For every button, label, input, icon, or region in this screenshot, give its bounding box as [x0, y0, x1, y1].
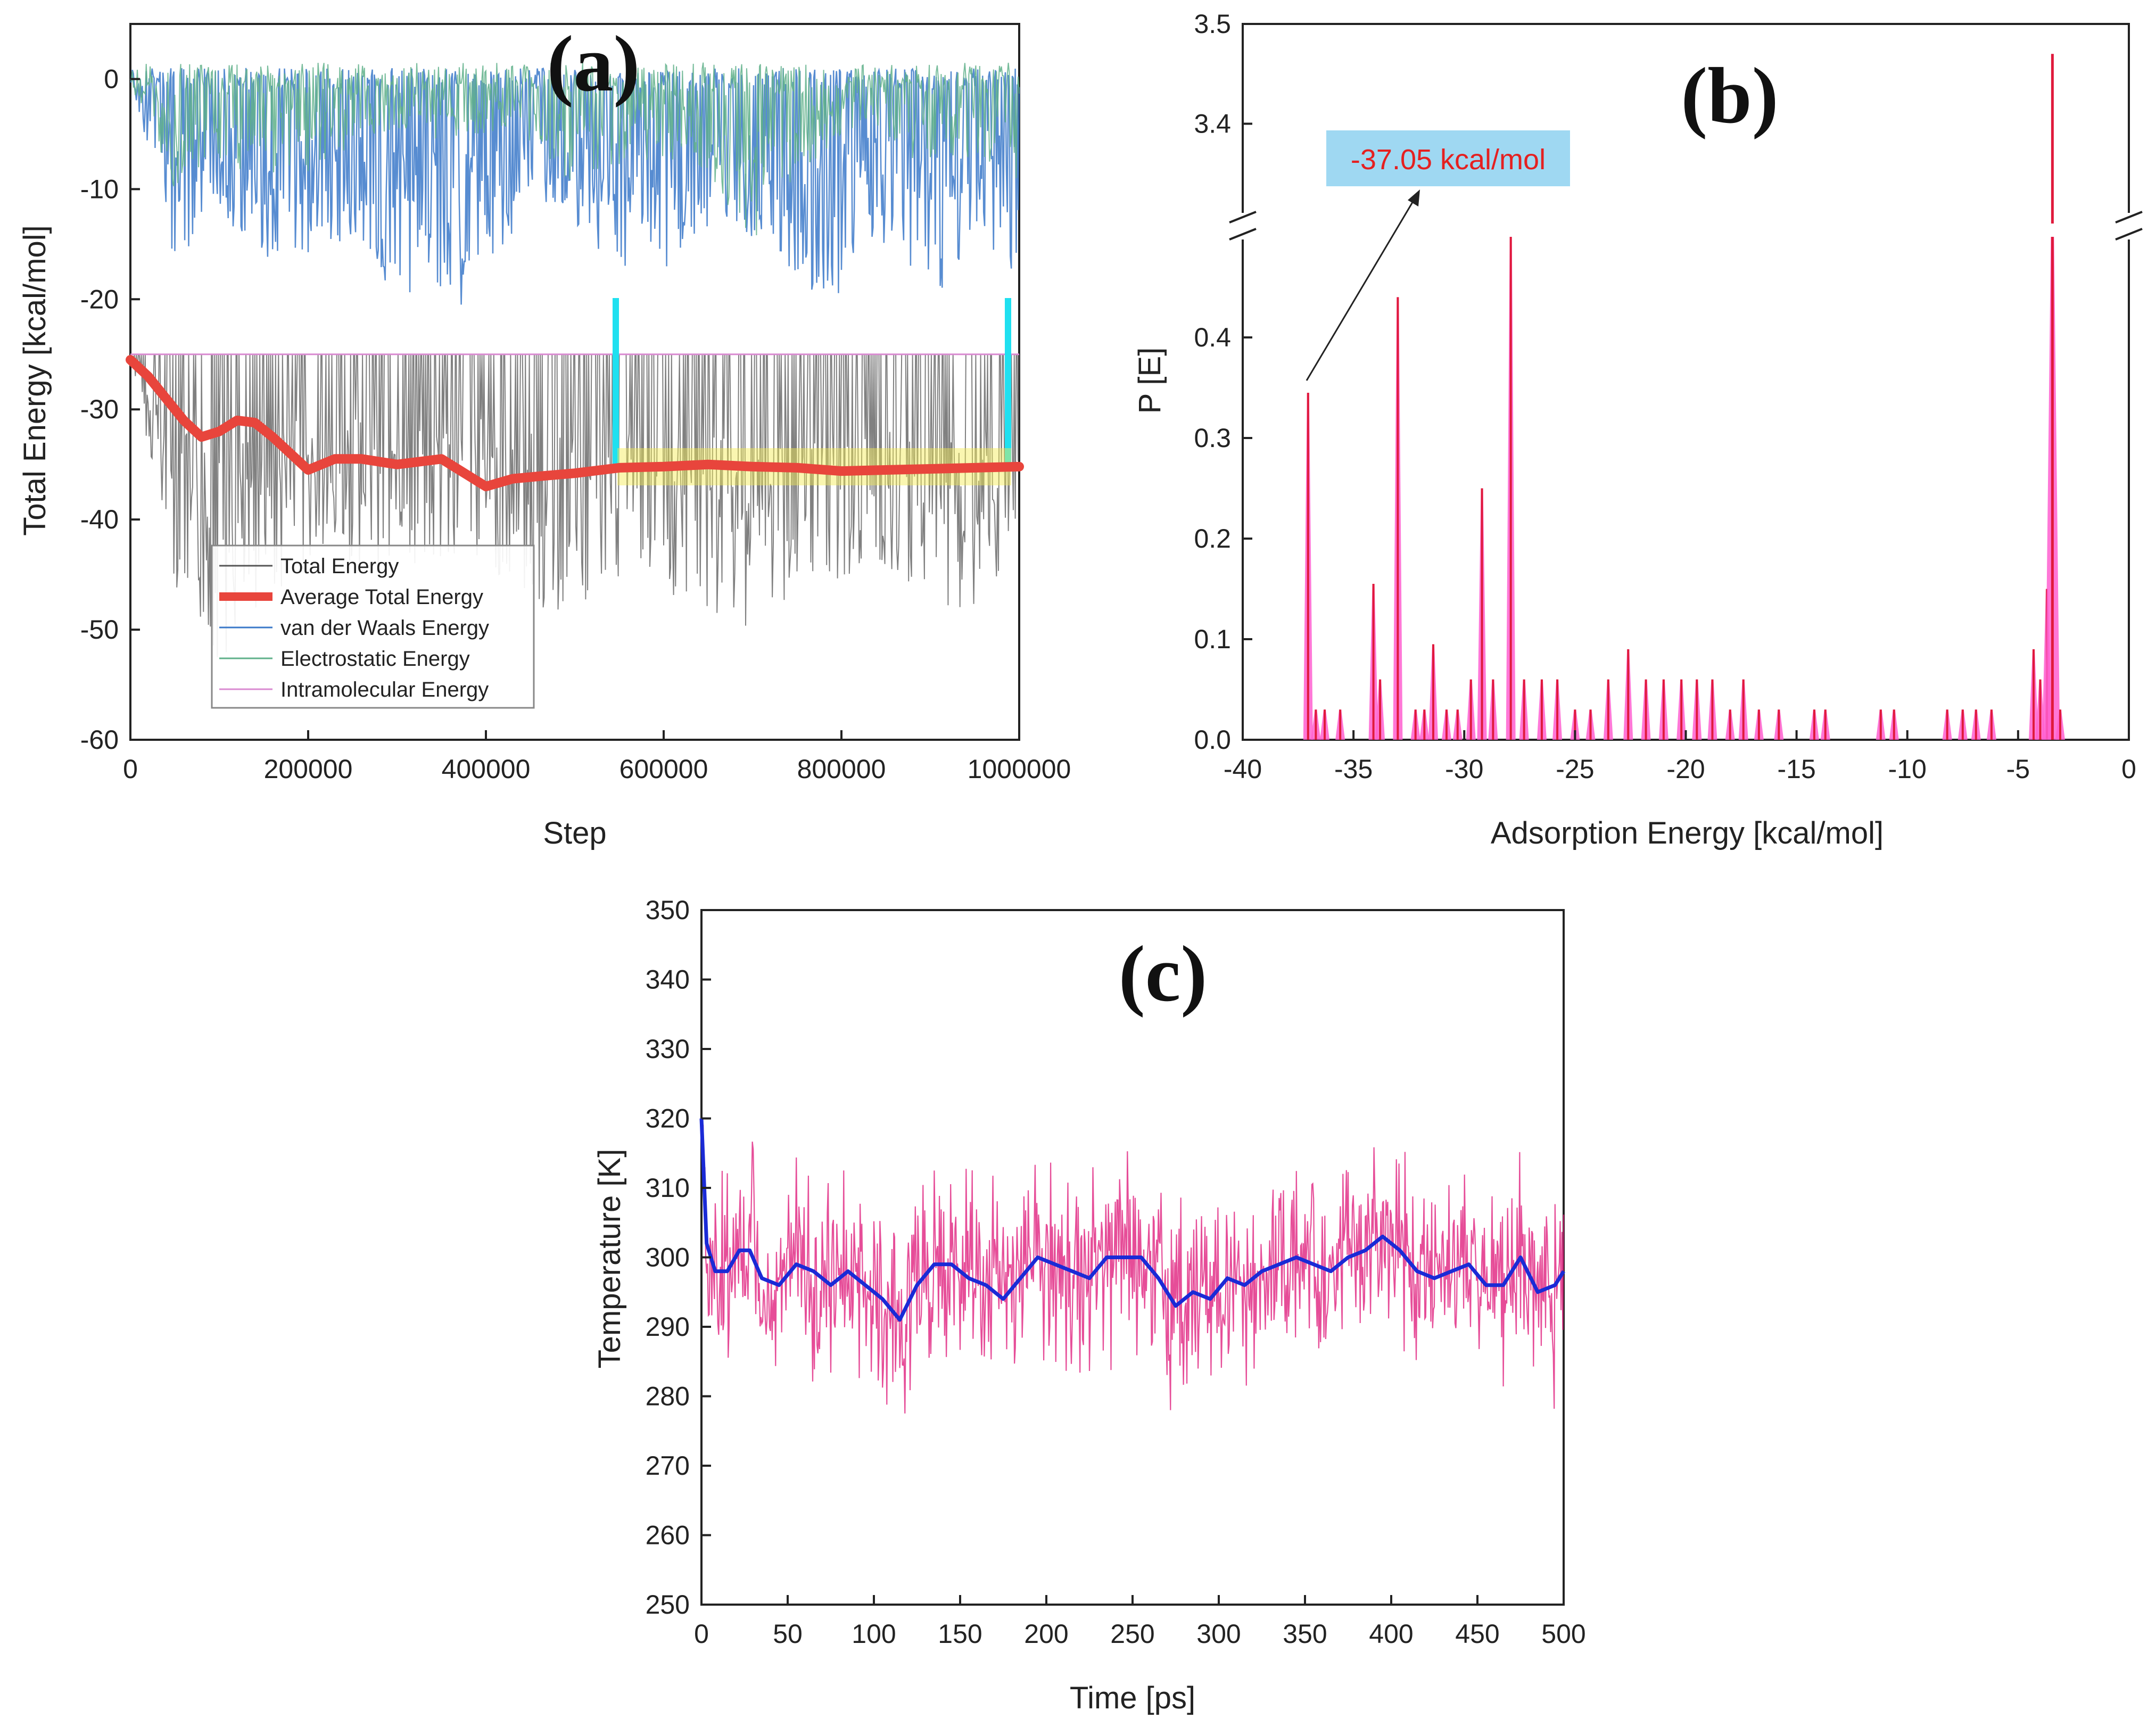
- series-vdw-energy: [130, 67, 1020, 305]
- panel-c-xtick-label: 450: [1455, 1619, 1499, 1649]
- axis-break-gap: [1224, 213, 2150, 239]
- annotation-box: [1326, 130, 1570, 186]
- panel-a-legend: Total Energy Average Total Energy van der …: [211, 544, 535, 709]
- panel-a-label: (a): [547, 20, 640, 108]
- panel-a-xtick-label: 1000000: [968, 754, 1071, 784]
- panel-a-ytick-label: -10: [80, 174, 119, 204]
- series-average-temperature: [699, 1118, 1565, 1322]
- annotation-arrow: [1306, 196, 1417, 381]
- panel-a-xtick-label: 800000: [797, 754, 886, 784]
- panel-a-xtick-label: 600000: [619, 754, 708, 784]
- panel-b-ytick-label: 3.5: [1194, 9, 1231, 39]
- panel-b-xtick-label: -20: [1666, 754, 1705, 784]
- panel-c-xtick-label: 300: [1196, 1619, 1241, 1649]
- panel-c-xtick-label: 150: [938, 1619, 982, 1649]
- panel-c-ytick-label: 300: [646, 1243, 690, 1273]
- panel-b-ytick-label: 0.3: [1194, 423, 1231, 453]
- panel-b-ytick-label: 0.1: [1194, 624, 1231, 654]
- panel-c-xtick-label: 100: [852, 1619, 896, 1649]
- panel-c-xtick-label: 0: [694, 1619, 709, 1649]
- panel-b-ticks: -40 -35 -30 -25 -20 -15 -10 -5 0 0.0 0.1 0.2 0.3 0.4 3…: [1194, 9, 2136, 784]
- panel-a-series: [130, 62, 1020, 657]
- panel-c-chart: 0 50 100 150 200 250 300 350 400 450 500 250 260 270 2…: [592, 895, 1586, 1715]
- annotation-text: -37.05 kcal/mol: [1351, 144, 1546, 176]
- panel-b-xlabel: Adsorption Energy [kcal/mol]: [1491, 816, 1884, 850]
- panel-c-series: [699, 1118, 1565, 1414]
- annotation-arrowhead: [1408, 189, 1420, 206]
- panel-a-average-line: [126, 355, 1024, 492]
- panel-a-xtick-label: 200000: [264, 754, 353, 784]
- panel-c-ytick-label: 280: [646, 1382, 690, 1411]
- panel-a-ytick-label: -40: [80, 505, 119, 534]
- panel-b-ytick-label: 0.4: [1194, 323, 1231, 352]
- panel-c-xtick-label: 350: [1283, 1619, 1327, 1649]
- window-start-marker: [613, 298, 619, 468]
- panel-b-xtick-label: -35: [1334, 754, 1373, 784]
- window-end-marker: [1005, 298, 1011, 468]
- panel-a-ytick-label: -60: [80, 725, 119, 755]
- panel-a-ytick-label: -30: [80, 394, 119, 424]
- panel-c-ytick-label: 270: [646, 1451, 690, 1481]
- panel-c-ylabel: Temperature [K]: [592, 1149, 627, 1369]
- panel-a-ytick-label: -20: [80, 284, 119, 314]
- panel-b-xtick-label: -10: [1888, 754, 1927, 784]
- panel-c-xtick-label: 50: [773, 1619, 803, 1649]
- legend-entry: Total Energy: [280, 555, 399, 578]
- panel-c-ticks: 0 50 100 150 200 250 300 350 400 450 500 250 260 270 2…: [646, 895, 1586, 1649]
- panel-b-ylabel: P [E]: [1133, 348, 1167, 414]
- panel-b-xtick-label: -15: [1777, 754, 1815, 784]
- panel-b-xtick-label: -40: [1224, 754, 1262, 784]
- series-temperature: [700, 1118, 1565, 1414]
- panel-b-xtick-label: -30: [1445, 754, 1483, 784]
- panel-c-ytick-label: 320: [646, 1104, 690, 1134]
- panel-c-xtick-label: 200: [1024, 1619, 1068, 1649]
- legend-entry: Average Total Energy: [280, 585, 483, 609]
- panel-c-ytick-label: 310: [646, 1173, 690, 1203]
- panel-a-ytick-label: 0: [104, 64, 119, 94]
- panel-b-xtick-label: 0: [2121, 754, 2136, 784]
- panel-c-ytick-label: 250: [646, 1590, 690, 1620]
- legend-entry: van der Waals Energy: [280, 616, 489, 640]
- panel-b-ytick-label: 3.4: [1194, 109, 1231, 139]
- panel-a-xtick-label: 0: [123, 754, 138, 784]
- series-electrostatic-energy: [130, 62, 1020, 236]
- series-average-total-energy: [126, 355, 1024, 492]
- panel-c-xtick-label: 250: [1110, 1619, 1154, 1649]
- panel-b-label: (b): [1681, 52, 1778, 140]
- panel-b-chart: -40 -35 -30 -25 -20 -15 -10 -5 0 0.0 0.1 0.2 0.3 0.4 3…: [1133, 9, 2150, 850]
- legend-entry: Intramolecular Energy: [280, 678, 489, 701]
- panel-c-ytick-label: 290: [646, 1312, 690, 1342]
- panel-c-xtick-label: 500: [1541, 1619, 1585, 1649]
- panel-a-xtick-label: 400000: [442, 754, 531, 784]
- legend-entry: Electrostatic Energy: [280, 647, 470, 671]
- panel-c-ytick-label: 260: [646, 1521, 690, 1550]
- panel-a-xlabel: Step: [543, 816, 606, 850]
- panel-b-xtick-label: -5: [2006, 754, 2030, 784]
- panel-a-ylabel: Total Energy [kcal/mol]: [18, 225, 52, 535]
- panel-b-xtick-label: -25: [1556, 754, 1594, 784]
- panel-b-ytick-label: 0.0: [1194, 725, 1231, 755]
- panel-c-label: (c): [1119, 930, 1207, 1018]
- panel-b-series: [1303, 54, 2065, 740]
- panel-c-ytick-label: 330: [646, 1034, 690, 1064]
- panel-a-ticks: 0 200000 400000 600000 800000 1000000 0 -10 -20 -…: [80, 64, 1071, 784]
- axis-break-marks: [1229, 211, 2143, 241]
- panel-c-ytick-label: 340: [646, 965, 690, 995]
- panel-a-chart: 0 200000 400000 600000 800000 1000000 0 -10 -20 -…: [18, 20, 1071, 850]
- panel-c-xlabel: Time [ps]: [1070, 1681, 1195, 1715]
- panel-b-ytick-label: 0.2: [1194, 524, 1231, 553]
- panel-c-ytick-label: 350: [646, 895, 690, 925]
- panel-c-xtick-label: 400: [1369, 1619, 1413, 1649]
- panel-a-ytick-label: -50: [80, 615, 119, 645]
